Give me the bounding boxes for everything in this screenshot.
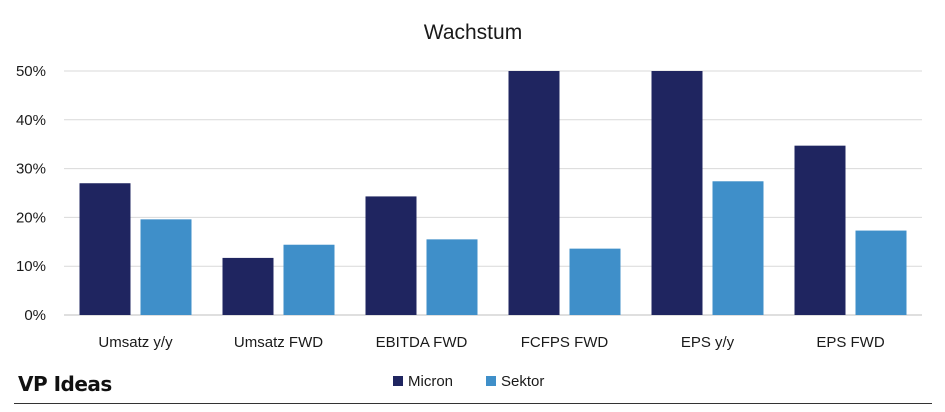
x-category-label: EPS FWD [816,334,885,351]
brand-logo: VP Ideas [18,372,112,396]
y-axis-ticks: 0% 10% 20% 30% 40% 50% [16,63,46,324]
bar-sektor-0 [140,219,192,315]
bar-sektor-2 [426,239,478,315]
bar-sektor-4 [712,181,764,315]
gridlines [64,70,922,316]
x-category-label: FCFPS FWD [521,334,609,351]
footer-divider [14,403,932,404]
bar-micron-1 [222,257,274,315]
bar-sektor-1 [283,244,335,315]
x-category-label: EBITDA FWD [376,334,468,351]
legend-label-sektor: Sektor [501,373,544,390]
bar-micron-4 [651,71,703,315]
bar-micron-0 [79,183,131,315]
y-tick-label: 30% [16,161,46,178]
y-tick-label: 20% [16,209,46,226]
y-tick-label: 50% [16,63,46,80]
bar-sektor-5 [855,230,907,315]
bar-sektor-3 [569,248,621,315]
legend-swatch-sektor [486,376,496,386]
x-category-label: Umsatz FWD [234,334,323,351]
x-axis-labels: Umsatz y/y Umsatz FWD EBITDA FWD FCFPS FWD E… [98,334,884,351]
y-tick-label: 40% [16,112,46,129]
x-category-label: Umsatz y/y [98,334,173,351]
bars [79,71,907,315]
legend-label-micron: Micron [408,373,453,390]
x-category-label: EPS y/y [681,334,735,351]
legend: Micron Sektor [393,373,544,390]
y-tick-label: 0% [24,307,46,324]
y-tick-label: 10% [16,258,46,275]
chart-title: Wachstum [424,21,522,44]
bar-micron-2 [365,196,417,315]
legend-swatch-micron [393,376,403,386]
bar-micron-3 [508,71,560,315]
bar-micron-5 [794,145,846,315]
